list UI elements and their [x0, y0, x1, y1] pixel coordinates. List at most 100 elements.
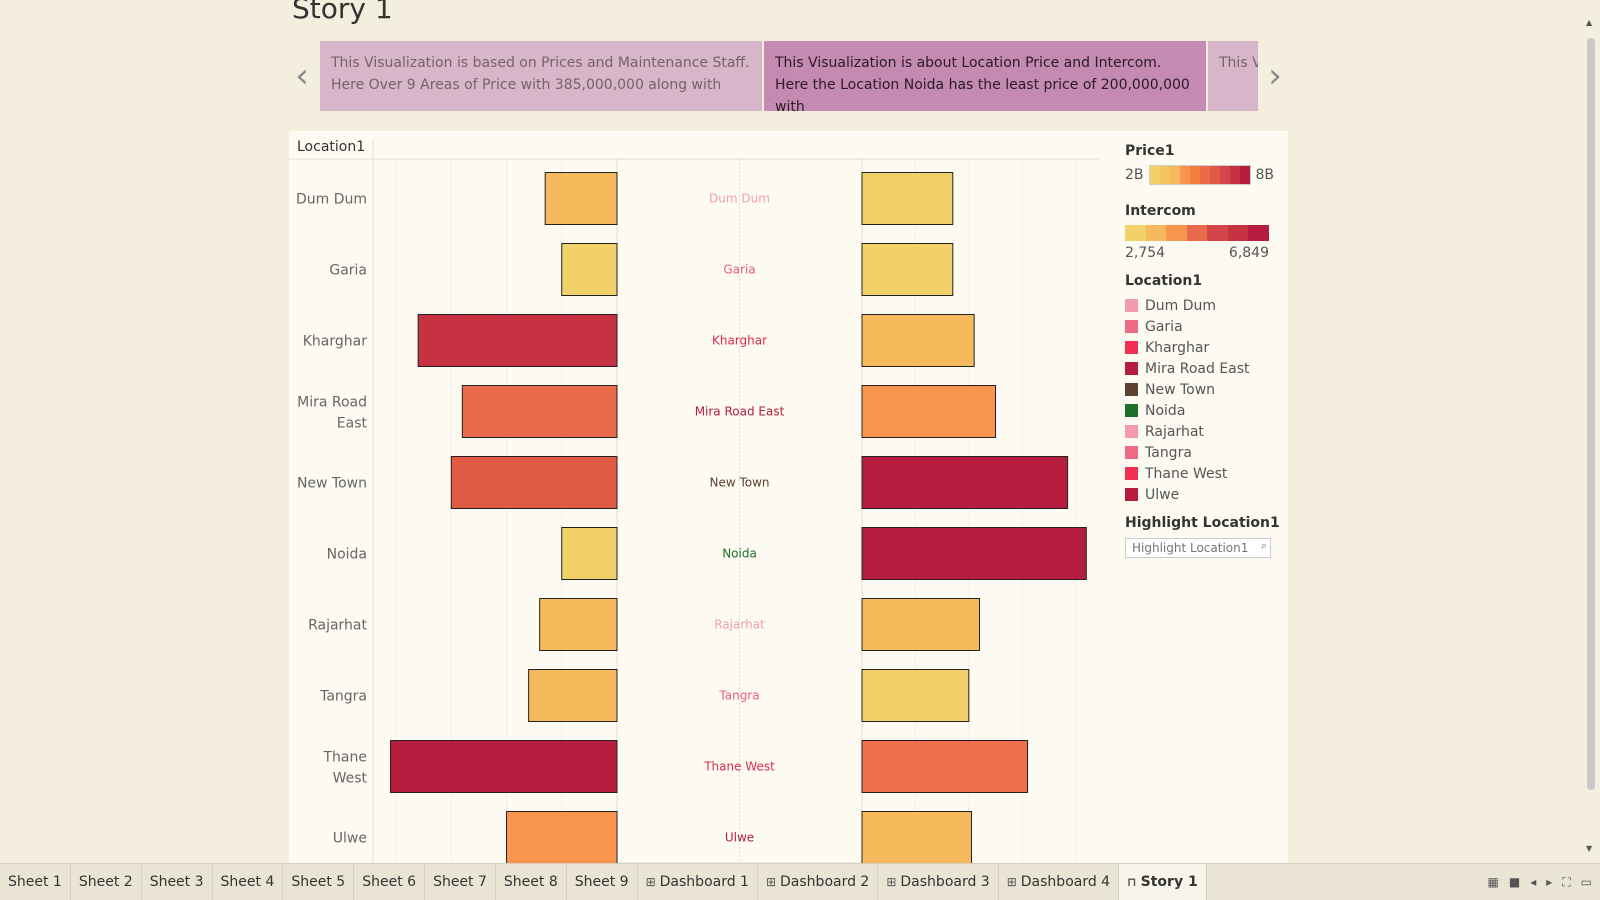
- price-bar[interactable]: [461, 385, 618, 438]
- price-legend-max: 8B: [1255, 167, 1275, 183]
- tab-label: Sheet 3: [149, 874, 204, 890]
- tab-sheet-1[interactable]: Sheet 1: [0, 864, 71, 900]
- intercom-bar[interactable]: [861, 598, 980, 651]
- intercom-bar[interactable]: [861, 527, 1087, 580]
- intercom-ramp-step: [1166, 225, 1187, 241]
- scroll-thumb[interactable]: [1587, 38, 1595, 790]
- tab-dashboard-2[interactable]: ⊞ Dashboard 2: [758, 864, 879, 900]
- tab-label: Sheet 5: [291, 874, 346, 890]
- tab-label: Dashboard 4: [1020, 874, 1111, 890]
- location-legend-item[interactable]: Garia: [1125, 316, 1285, 337]
- location-legend-item[interactable]: Dum Dum: [1125, 295, 1285, 316]
- price-bar[interactable]: [417, 314, 618, 367]
- row-label: Dum Dum: [296, 192, 367, 208]
- intercom-bar[interactable]: [861, 314, 975, 367]
- highlight-location-input[interactable]: [1125, 538, 1271, 558]
- grid-icon: ⊞: [1006, 875, 1017, 889]
- location-legend-title: Location1: [1125, 273, 1203, 289]
- location-swatch: [1125, 383, 1138, 396]
- intercom-bar[interactable]: [861, 669, 970, 722]
- price-bar[interactable]: [544, 172, 618, 225]
- story-point-caption-3[interactable]: This V Value: [1208, 41, 1258, 111]
- price-bar[interactable]: [561, 243, 618, 296]
- price-ramp-step: [1239, 166, 1250, 184]
- grid-icon: ⊞: [886, 875, 897, 889]
- tab-sheet-7[interactable]: Sheet 7: [425, 864, 496, 900]
- fullscreen-icon[interactable]: ⛶: [1562, 874, 1571, 889]
- location-legend-label: Mira Road East: [1145, 360, 1250, 377]
- location-swatch: [1125, 446, 1138, 459]
- grid-icon: ⊞: [645, 875, 656, 889]
- tab-story-1[interactable]: ⊓ Story 1: [1119, 864, 1207, 900]
- price-ramp-step: [1169, 166, 1180, 184]
- highlight-title: Highlight Location1: [1125, 515, 1280, 531]
- prev-story-point-button[interactable]: ‹: [295, 56, 309, 96]
- intercom-bar[interactable]: [861, 456, 1069, 509]
- row-label: Noida: [327, 547, 367, 563]
- intercom-ramp-step: [1248, 225, 1270, 241]
- location-legend-item[interactable]: Tangra: [1125, 442, 1285, 463]
- row-label: Thane: [323, 750, 368, 766]
- tab-dashboard-3[interactable]: ⊞ Dashboard 3: [878, 864, 999, 900]
- story-point-caption-2[interactable]: This Visualization is about Location Pri…: [764, 41, 1206, 111]
- row-label: Tangra: [319, 689, 367, 705]
- intercom-ramp-step: [1207, 225, 1228, 241]
- intercom-bar[interactable]: [861, 740, 1029, 793]
- price-bar[interactable]: [390, 740, 618, 793]
- tab-label: Dashboard 2: [780, 874, 870, 890]
- location-legend-item[interactable]: Rajarhat: [1125, 421, 1285, 442]
- price-bar[interactable]: [561, 527, 618, 580]
- location-legend-item[interactable]: Kharghar: [1125, 337, 1285, 358]
- price-ramp-step: [1229, 166, 1240, 184]
- next-story-point-button[interactable]: ›: [1268, 56, 1282, 96]
- scroll-up-arrow-icon[interactable]: ▲: [1586, 18, 1593, 27]
- tab-sheet-8[interactable]: Sheet 8: [496, 864, 567, 900]
- intercom-bar[interactable]: [861, 243, 954, 296]
- intercom-bar[interactable]: [861, 172, 954, 225]
- price-ramp-step: [1219, 166, 1230, 184]
- location-swatch: [1125, 341, 1138, 354]
- price-ramp-step: [1149, 166, 1160, 184]
- location-legend-item[interactable]: New Town: [1125, 379, 1285, 400]
- location-swatch: [1125, 362, 1138, 375]
- tab-strip-view-icon[interactable]: ▦: [1487, 875, 1499, 889]
- tab-dashboard-4[interactable]: ⊞ Dashboard 4: [999, 864, 1120, 900]
- story-captions: This Visualization is based on Prices an…: [320, 41, 1258, 111]
- row-label: Rajarhat: [308, 618, 367, 634]
- next-sheet-icon[interactable]: ▸: [1546, 875, 1553, 889]
- tab-sheet-2[interactable]: Sheet 2: [71, 864, 142, 900]
- story-point-caption-1[interactable]: This Visualization is based on Prices an…: [320, 41, 762, 111]
- row-label: Ulwe: [333, 831, 367, 847]
- tab-sheet-5[interactable]: Sheet 5: [283, 864, 355, 900]
- sheet-tab-bar: Sheet 1 Sheet 2 Sheet 3 Sheet 4 Sheet 5 Sheet…: [0, 863, 1600, 900]
- tab-sheet-9[interactable]: Sheet 9: [567, 864, 638, 900]
- price-legend: 2B 8B: [1125, 165, 1285, 185]
- tab-sheet-4[interactable]: Sheet 4: [213, 864, 284, 900]
- location-legend-label: Dum Dum: [1145, 297, 1217, 314]
- tab-sheet-6[interactable]: Sheet 6: [354, 864, 426, 900]
- scroll-down-arrow-icon[interactable]: ▼: [1586, 844, 1593, 853]
- intercom-bar[interactable]: [861, 385, 997, 438]
- price-color-ramp: [1148, 165, 1251, 185]
- tab-label: Sheet 1: [8, 874, 62, 890]
- location-legend-item[interactable]: Mira Road East: [1125, 358, 1285, 379]
- location-legend-item[interactable]: Thane West: [1125, 463, 1285, 484]
- row-label: Garia: [329, 263, 367, 279]
- price-bar[interactable]: [539, 598, 618, 651]
- price-bar[interactable]: [528, 669, 618, 722]
- previous-sheet-icon[interactable]: ◂: [1530, 875, 1537, 889]
- center-location-label: Ulwe: [725, 831, 754, 845]
- tab-label: Dashboard 3: [900, 874, 990, 890]
- presentation-mode-icon[interactable]: ▭: [1580, 875, 1592, 889]
- intercom-ramp-step: [1227, 225, 1249, 241]
- location-legend-item[interactable]: Noida: [1125, 400, 1285, 421]
- tab-dashboard-1[interactable]: ⊞ Dashboard 1: [638, 864, 758, 900]
- price-bar[interactable]: [506, 811, 618, 864]
- location-swatch: [1125, 320, 1138, 333]
- tab-sheet-3[interactable]: Sheet 3: [142, 864, 213, 900]
- vertical-scrollbar[interactable]: ▲ ▼: [1586, 18, 1596, 858]
- price-bar[interactable]: [450, 456, 618, 509]
- tab-filmstrip-view-icon[interactable]: ■: [1508, 875, 1521, 889]
- location-legend-item[interactable]: Ulwe: [1125, 484, 1285, 505]
- intercom-bar[interactable]: [861, 811, 972, 864]
